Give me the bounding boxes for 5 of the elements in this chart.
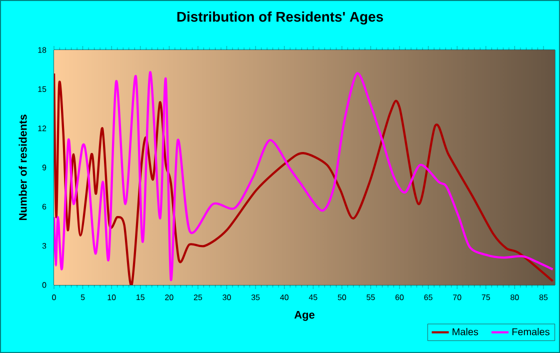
- chart-title: Distribution of Residents' Ages: [177, 11, 383, 25]
- y-axis-title: Number of residents: [18, 114, 27, 220]
- x-axis-title: Age: [294, 311, 314, 321]
- legend-label: Males: [452, 328, 478, 336]
- legend-label: Females: [512, 328, 550, 336]
